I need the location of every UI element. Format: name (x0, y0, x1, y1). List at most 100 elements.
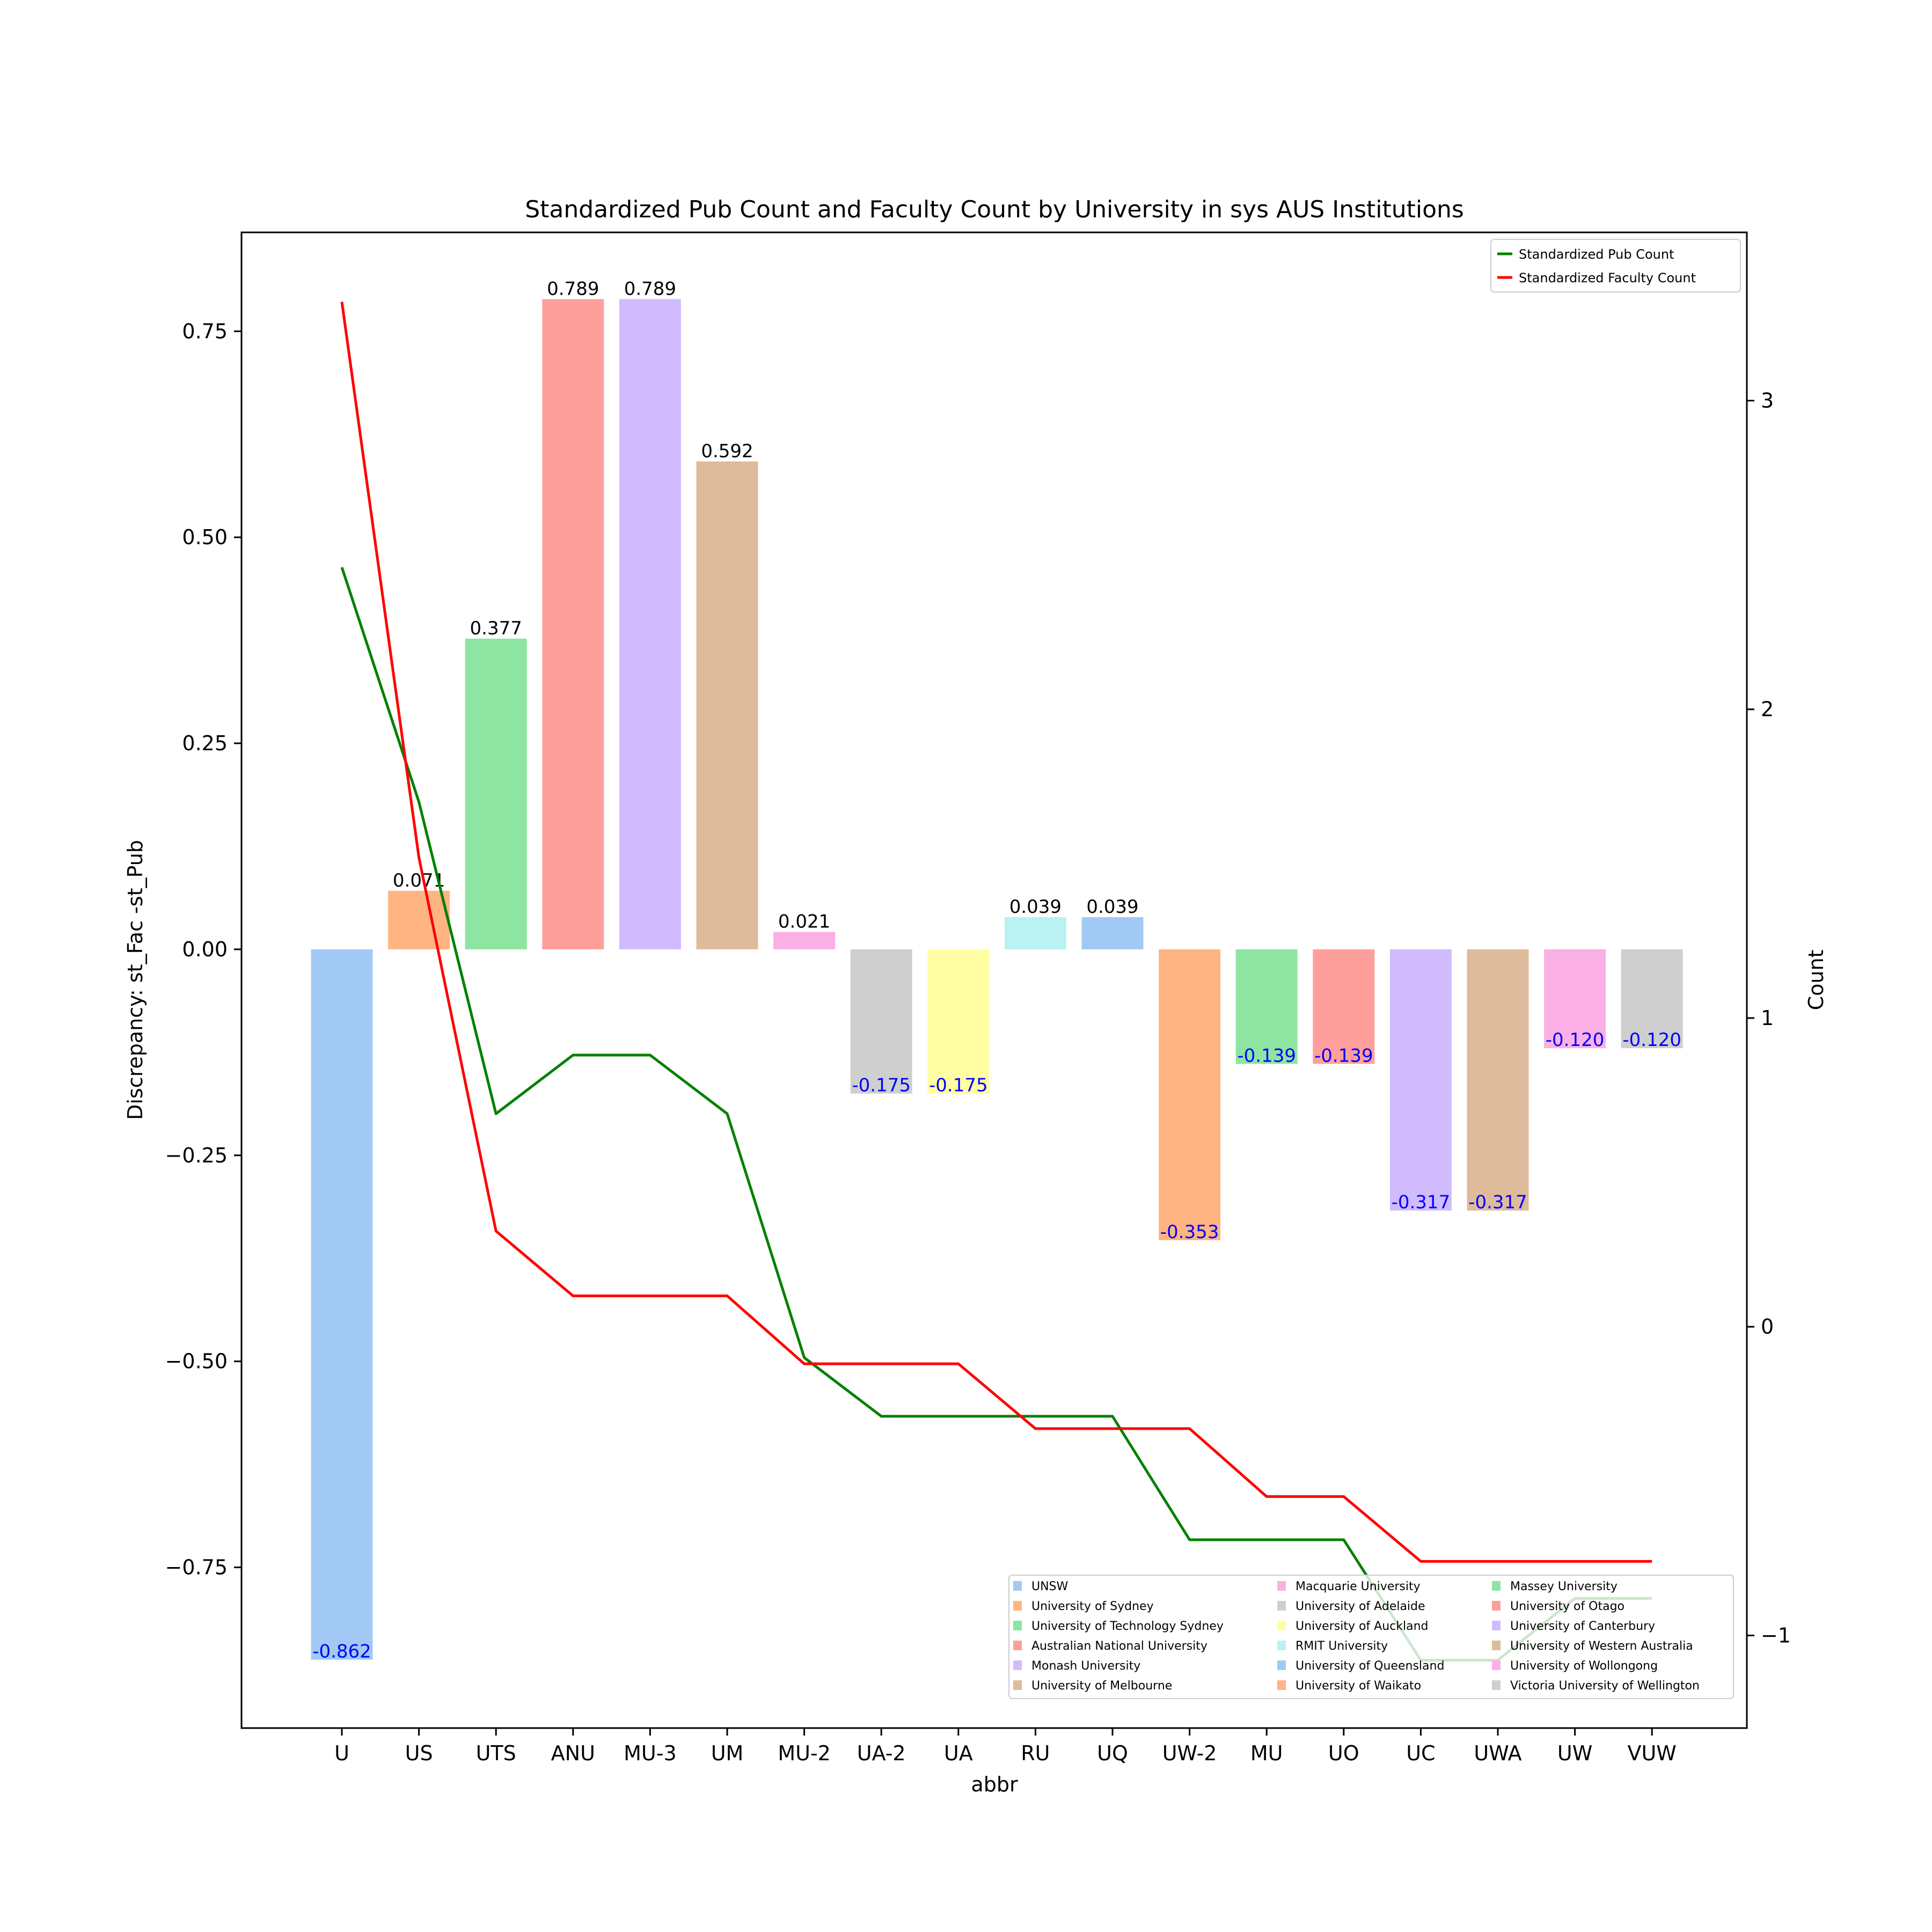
legend-bar-swatch (1013, 1601, 1022, 1611)
x-tick-label: ANU (551, 1741, 595, 1765)
legend-bar-label: University of Auckland (1296, 1620, 1429, 1633)
legend-bar-label: University of Canterbury (1510, 1620, 1655, 1633)
x-axis: U US UTS ANU MU-3 UM MU-2 UA-2 UA RU UQ UW-2 MU UO UC U… (334, 1728, 1677, 1765)
chart-title: Standardized Pub Count and Faculty Count… (525, 196, 1464, 223)
legend-bar-label: Massey University (1510, 1580, 1618, 1593)
series-line (340, 302, 1652, 1563)
bar (1081, 917, 1144, 949)
x-tick-label: UO (1328, 1741, 1359, 1765)
x-tick-label: U (334, 1741, 349, 1765)
legend-bar-swatch (1277, 1641, 1286, 1650)
legend-bar-label: Victoria University of Wellington (1510, 1679, 1700, 1693)
legend-bar-label: RMIT University (1296, 1640, 1388, 1653)
legend-lines: Standardized Pub Count Standardized Facul… (1490, 239, 1741, 292)
x-tick-label: MU-2 (778, 1741, 831, 1765)
bar (1389, 949, 1452, 1211)
legend-bar-label: University of Waikato (1296, 1679, 1421, 1693)
legend-bar-label: University of Technology Sydney (1031, 1620, 1224, 1633)
bar (1004, 917, 1066, 949)
bar (311, 949, 373, 1660)
legend-bar-label: University of Sydney (1031, 1600, 1154, 1613)
x-tick-label: VUW (1628, 1741, 1677, 1765)
x-axis-label: abbr (971, 1773, 1018, 1796)
legend-bar-label: University of Adelaide (1296, 1600, 1425, 1613)
y2-tick-label: −1 (1761, 1623, 1791, 1647)
y-tick-label: −0.25 (165, 1144, 228, 1167)
legend-bar-swatch (1013, 1621, 1022, 1630)
legend-frame (1008, 1575, 1734, 1699)
legend-bar-label: University of Melbourne (1031, 1679, 1172, 1693)
legend-bar-label: University of Wollongong (1510, 1659, 1658, 1673)
x-tick-label: MU (1250, 1741, 1283, 1765)
legend-line-label: Standardized Faculty Count (1519, 270, 1696, 286)
legend-bar-swatch (1013, 1680, 1022, 1690)
legend-bar-label: University of Western Australia (1510, 1640, 1693, 1653)
bar-value-label: 0.039 (1009, 896, 1062, 918)
bar-value-label: 0.789 (624, 278, 676, 299)
bar-value-label: -0.120 (1622, 1029, 1681, 1051)
x-tick-label: UA (944, 1741, 973, 1765)
x-tick-label: UWA (1474, 1741, 1521, 1765)
legend-bar-swatch (1277, 1601, 1286, 1611)
legend-bar-swatch (1277, 1680, 1286, 1690)
y2-axis-label: Count (1804, 950, 1828, 1011)
bar (1467, 949, 1529, 1211)
x-tick-label: UW-2 (1162, 1741, 1217, 1765)
legend-bar-swatch (1013, 1660, 1022, 1670)
bar (465, 639, 527, 949)
bar-value-label: 0.789 (547, 278, 599, 299)
y-tick-label: 0.25 (182, 731, 228, 755)
bar (542, 299, 604, 949)
bar-value-label: -0.139 (1237, 1045, 1296, 1066)
bar (1544, 949, 1606, 1049)
legend-bar-swatch (1277, 1581, 1286, 1591)
legend-bar-label: Macquarie University (1296, 1580, 1421, 1593)
bar (1159, 949, 1221, 1240)
legend-frame (1490, 239, 1741, 292)
legend-bar-swatch (1492, 1581, 1501, 1591)
legend-bar-label: University of Otago (1510, 1600, 1624, 1613)
legend-bar-label: University of Queensland (1296, 1659, 1444, 1673)
legend-bar-swatch (1492, 1641, 1501, 1650)
plot-frame (240, 231, 1748, 1729)
bar-value-label: -0.317 (1468, 1192, 1527, 1213)
lines-group (340, 302, 1652, 1662)
bar-value-label: -0.175 (929, 1075, 988, 1096)
bar (388, 890, 450, 949)
y-tick-label: −0.50 (165, 1350, 228, 1373)
x-tick-label: UC (1406, 1741, 1435, 1765)
y2-tick-label: 1 (1761, 1006, 1774, 1030)
x-tick-label: MU-3 (624, 1741, 677, 1765)
x-tick-label: US (405, 1741, 433, 1765)
legend-bars: UNSW University of Sydney University of Te… (1008, 1575, 1734, 1699)
y-tick-label: 0.00 (182, 938, 228, 961)
bar-value-label: -0.862 (312, 1641, 371, 1663)
bar (850, 949, 912, 1094)
x-tick-label: UW (1557, 1741, 1592, 1765)
legend-bar-label: Monash University (1031, 1659, 1140, 1673)
legend-bar-swatch (1013, 1581, 1022, 1591)
legend-line-label: Standardized Pub Count (1519, 247, 1674, 262)
y-axis: 0.75 0.50 0.25 0.00 −0.25 −0.50 −0.75 (165, 319, 241, 1579)
bar-value-label: -0.139 (1314, 1045, 1373, 1066)
bar-value-label: 0.592 (701, 441, 753, 462)
legend-bar-label: UNSW (1031, 1580, 1069, 1593)
legend-bar-swatch (1492, 1621, 1501, 1630)
legend-bar-swatch (1277, 1660, 1286, 1670)
x-tick-label: RU (1021, 1741, 1050, 1765)
x-tick-label: UTS (476, 1741, 516, 1765)
y2-axis: 3 2 1 0 −1 (1747, 389, 1791, 1647)
bar (927, 949, 990, 1094)
y2-tick-label: 0 (1761, 1315, 1774, 1338)
legend-bar-swatch (1277, 1621, 1286, 1630)
bar (1235, 949, 1298, 1064)
bar-value-label: 0.039 (1086, 896, 1138, 918)
y-axis-label: Discrepancy: st_Fac -st_Pub (123, 840, 147, 1120)
y2-tick-label: 3 (1761, 389, 1774, 413)
legend-bar-swatch (1492, 1601, 1501, 1611)
x-tick-label: UM (711, 1741, 744, 1765)
x-tick-label: UA-2 (857, 1741, 906, 1765)
bar (696, 461, 758, 949)
bar (619, 299, 681, 949)
